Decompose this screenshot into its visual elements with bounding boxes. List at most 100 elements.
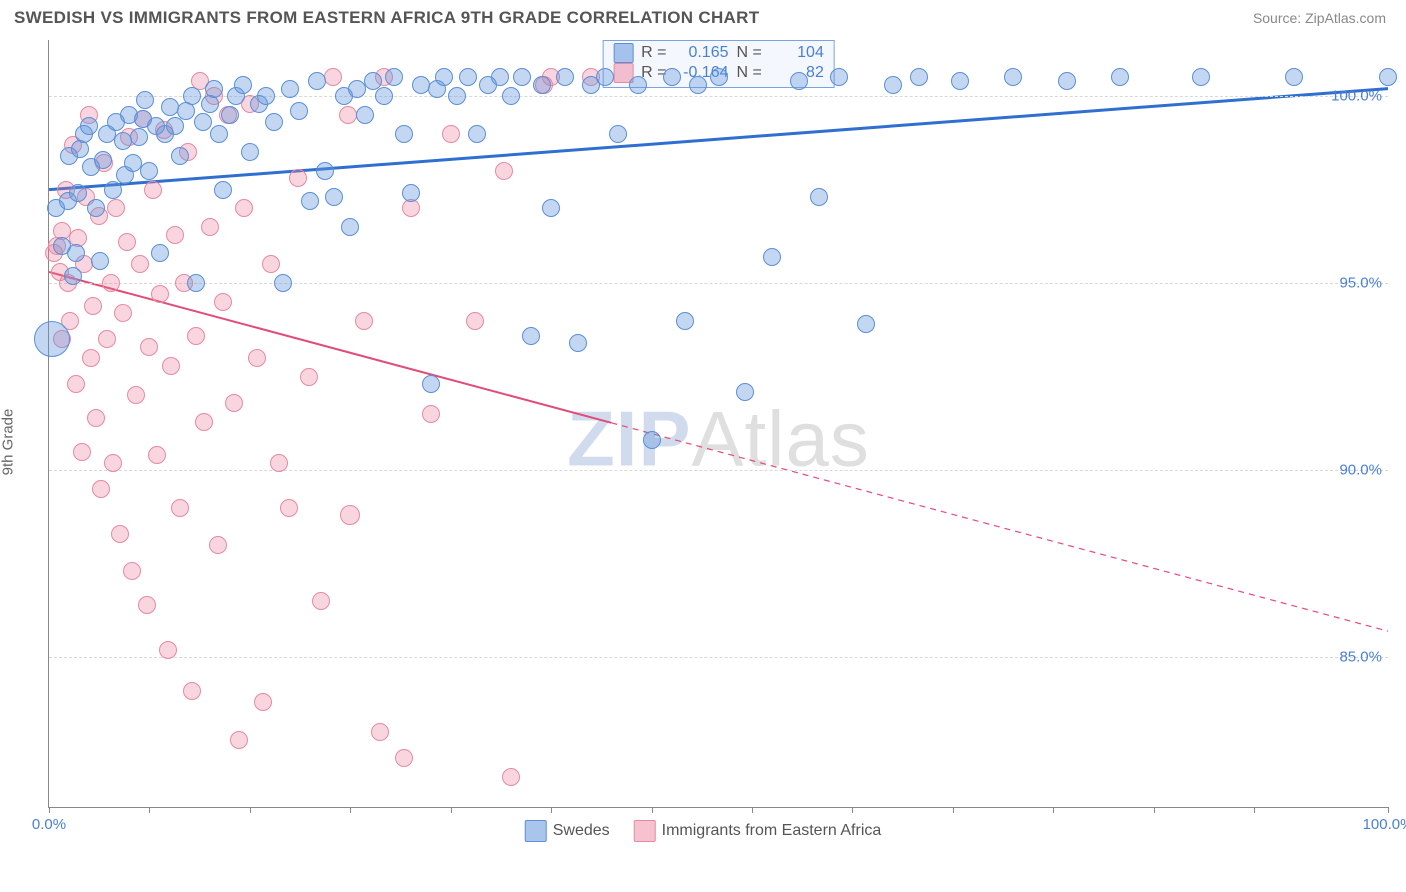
data-point: [676, 312, 694, 330]
data-point: [234, 76, 252, 94]
data-point: [910, 68, 928, 86]
data-point: [209, 536, 227, 554]
data-point: [257, 87, 275, 105]
data-point: [422, 405, 440, 423]
data-point: [144, 181, 162, 199]
stats-row: R =0.165N =104: [613, 43, 824, 63]
data-point: [265, 113, 283, 131]
y-tick-label: 85.0%: [1339, 649, 1382, 666]
data-point: [491, 68, 509, 86]
watermark-atlas: Atlas: [691, 394, 869, 482]
data-point: [104, 454, 122, 472]
data-point: [67, 375, 85, 393]
data-point: [159, 641, 177, 659]
data-point: [140, 338, 158, 356]
data-point: [84, 297, 102, 315]
data-point: [87, 409, 105, 427]
data-point: [214, 293, 232, 311]
chart-title: SWEDISH VS IMMIGRANTS FROM EASTERN AFRIC…: [14, 8, 759, 28]
stats-n-label: N =: [737, 64, 762, 82]
data-point: [300, 368, 318, 386]
data-point: [80, 117, 98, 135]
data-point: [241, 143, 259, 161]
data-point: [596, 68, 614, 86]
data-point: [513, 68, 531, 86]
data-point: [111, 525, 129, 543]
data-point: [371, 723, 389, 741]
data-point: [94, 151, 112, 169]
data-point: [183, 87, 201, 105]
data-point: [1285, 68, 1303, 86]
x-tick-label: 100.0%: [1363, 816, 1406, 833]
data-point: [522, 327, 540, 345]
data-point: [67, 244, 85, 262]
data-point: [187, 274, 205, 292]
data-point: [205, 80, 223, 98]
stats-n-value: 104: [770, 44, 824, 62]
data-point: [663, 68, 681, 86]
data-point: [710, 68, 728, 86]
data-point: [104, 181, 122, 199]
data-point: [98, 330, 116, 348]
data-point: [629, 76, 647, 94]
x-tick: [350, 807, 351, 813]
stats-r-label: R =: [641, 44, 666, 62]
data-point: [34, 321, 70, 357]
data-point: [1058, 72, 1076, 90]
data-point: [1111, 68, 1129, 86]
data-point: [194, 113, 212, 131]
data-point: [151, 244, 169, 262]
x-tick: [1388, 807, 1389, 813]
data-point: [395, 749, 413, 767]
data-point: [136, 91, 154, 109]
data-point: [340, 505, 360, 525]
data-point: [1192, 68, 1210, 86]
watermark-zip: ZIP: [567, 394, 691, 482]
data-point: [884, 76, 902, 94]
data-point: [643, 431, 661, 449]
data-point: [395, 125, 413, 143]
stats-n-label: N =: [737, 44, 762, 62]
data-point: [127, 386, 145, 404]
data-point: [1379, 68, 1397, 86]
legend-label: Immigrants from Eastern Africa: [662, 822, 882, 839]
gridline: [49, 283, 1388, 284]
legend-item: Swedes: [525, 820, 610, 842]
data-point: [270, 454, 288, 472]
y-tick-label: 90.0%: [1339, 462, 1382, 479]
data-point: [262, 255, 280, 273]
data-point: [161, 98, 179, 116]
data-point: [210, 125, 228, 143]
data-point: [356, 106, 374, 124]
data-point: [171, 499, 189, 517]
data-point: [533, 76, 551, 94]
data-point: [69, 184, 87, 202]
x-tick: [1053, 807, 1054, 813]
x-tick: [652, 807, 653, 813]
data-point: [162, 357, 180, 375]
legend-label: Swedes: [553, 822, 610, 839]
data-point: [214, 181, 232, 199]
data-point: [166, 226, 184, 244]
y-axis-label: 9th Grade: [0, 409, 17, 476]
data-point: [689, 76, 707, 94]
data-point: [542, 199, 560, 217]
data-point: [325, 188, 343, 206]
data-point: [951, 72, 969, 90]
data-point: [316, 162, 334, 180]
data-point: [502, 87, 520, 105]
data-point: [324, 68, 342, 86]
data-point: [763, 248, 781, 266]
data-point: [448, 87, 466, 105]
x-tick: [451, 807, 452, 813]
data-point: [341, 218, 359, 236]
x-tick: [250, 807, 251, 813]
x-tick: [551, 807, 552, 813]
data-point: [442, 125, 460, 143]
x-tick: [752, 807, 753, 813]
data-point: [830, 68, 848, 86]
x-tick: [953, 807, 954, 813]
data-point: [290, 102, 308, 120]
data-point: [308, 72, 326, 90]
data-point: [355, 312, 373, 330]
